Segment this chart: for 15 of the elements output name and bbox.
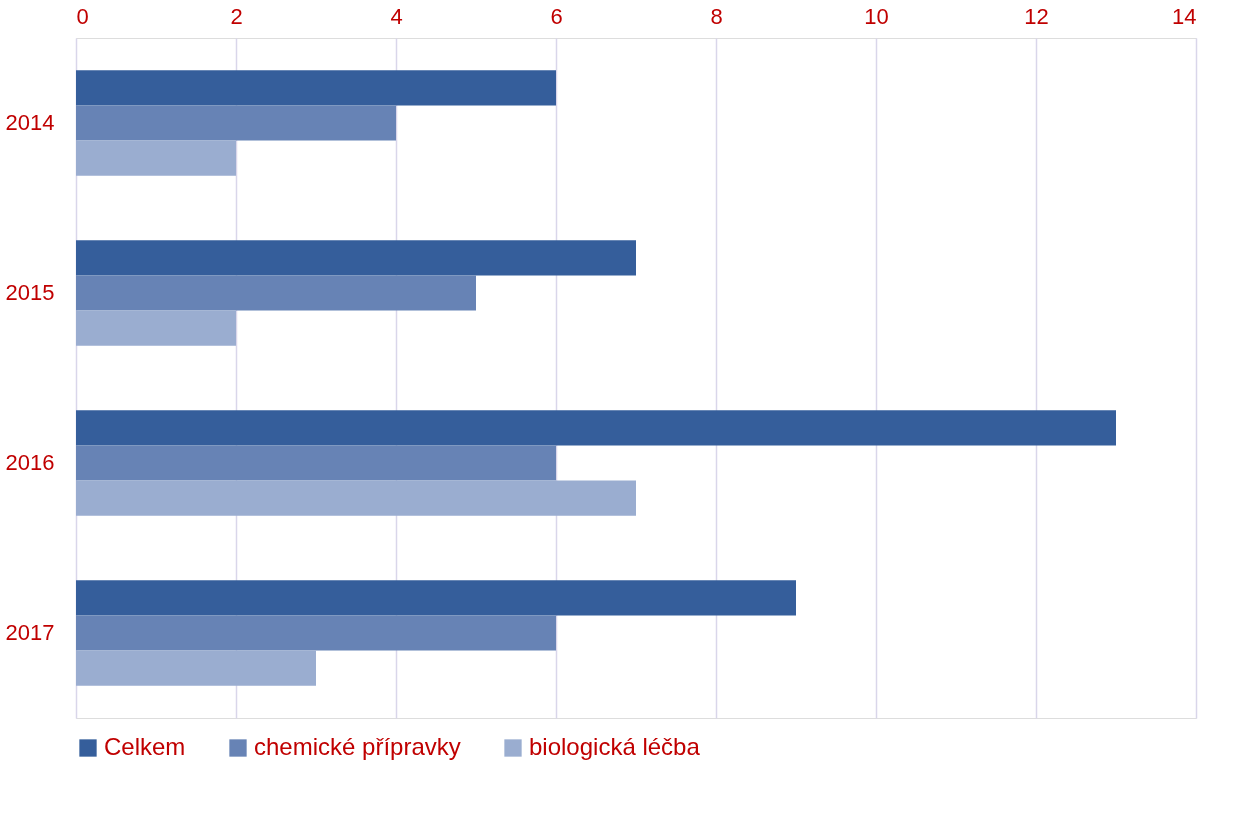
y-tick-label: 2016 xyxy=(5,450,55,475)
x-tick-label: 10 xyxy=(864,3,889,29)
legend-label: chemické přípravky xyxy=(254,733,461,760)
x-tick-label: 2 xyxy=(230,3,243,29)
x-tick-label: 4 xyxy=(390,3,403,29)
y-tick-label: 2015 xyxy=(5,280,55,305)
y-tick-label: 2017 xyxy=(5,620,55,645)
legend-label: Celkem xyxy=(104,733,186,760)
x-tick-label: 14 xyxy=(1172,3,1197,29)
x-tick-label: 6 xyxy=(550,3,563,29)
x-tick-label: 12 xyxy=(1024,3,1049,29)
x-tick-label: 0 xyxy=(76,3,89,29)
x-tick-label: 8 xyxy=(710,3,723,29)
y-tick-label: 2014 xyxy=(5,110,55,135)
legend-label: biologická léčba xyxy=(529,733,701,760)
